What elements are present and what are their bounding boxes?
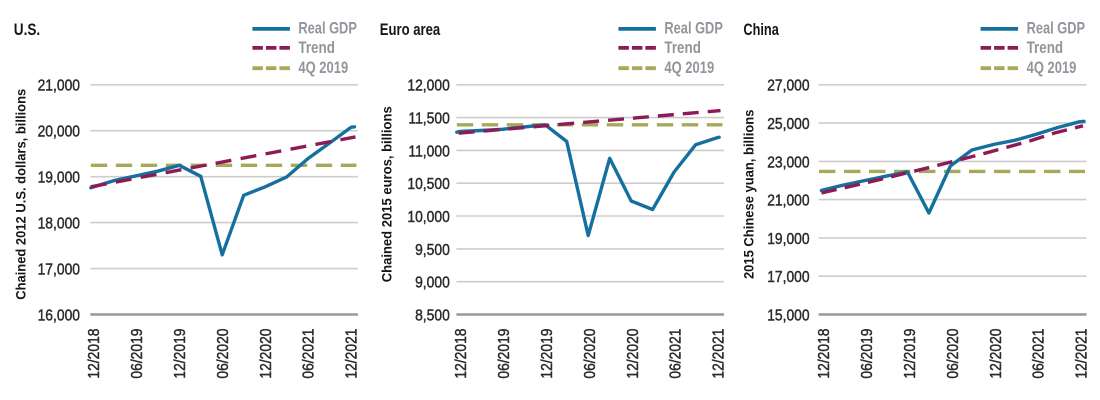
svg-text:12/2019: 12/2019: [172, 329, 189, 379]
svg-text:17,000: 17,000: [767, 269, 810, 286]
svg-text:11,500: 11,500: [408, 111, 450, 128]
svg-text:06/2020: 06/2020: [945, 328, 962, 378]
svg-text:12/2018: 12/2018: [816, 329, 833, 379]
svg-text:21,000: 21,000: [767, 193, 810, 210]
svg-text:11,000: 11,000: [408, 143, 450, 160]
svg-text:25,000: 25,000: [767, 116, 810, 133]
svg-text:06/2020: 06/2020: [215, 328, 232, 378]
svg-text:27,000: 27,000: [767, 78, 810, 95]
svg-text:12,000: 12,000: [407, 78, 450, 95]
svg-text:Trend: Trend: [1027, 38, 1064, 57]
svg-text:10,500: 10,500: [407, 176, 450, 193]
svg-text:9,000: 9,000: [415, 275, 450, 292]
svg-text:17,000: 17,000: [38, 262, 81, 279]
svg-text:8,500: 8,500: [415, 307, 450, 324]
svg-text:2015 Chinese yuan, billions: 2015 Chinese yuan, billions: [741, 109, 757, 279]
svg-text:12/2018: 12/2018: [86, 329, 103, 379]
svg-text:12/2020: 12/2020: [988, 328, 1005, 378]
svg-text:9,500: 9,500: [415, 242, 450, 259]
svg-text:12/2019: 12/2019: [539, 329, 556, 379]
svg-text:China: China: [743, 20, 779, 39]
svg-text:Real GDP: Real GDP: [298, 19, 357, 38]
svg-text:12/2018: 12/2018: [453, 329, 470, 379]
svg-text:10,000: 10,000: [407, 209, 450, 226]
svg-text:06/2021: 06/2021: [668, 329, 685, 379]
svg-text:06/2019: 06/2019: [859, 329, 876, 379]
svg-text:06/2021: 06/2021: [1031, 329, 1048, 379]
svg-text:Chained 2012 U.S. dollars, bil: Chained 2012 U.S. dollars, billions: [12, 89, 28, 300]
svg-text:4Q 2019: 4Q 2019: [1027, 58, 1077, 77]
svg-text:18,000: 18,000: [38, 216, 81, 233]
svg-text:Chained 2015 euros, billions: Chained 2015 euros, billions: [378, 106, 394, 282]
svg-text:12/2021: 12/2021: [1074, 329, 1091, 379]
svg-text:U.S.: U.S.: [14, 20, 40, 39]
svg-text:06/2021: 06/2021: [301, 329, 318, 379]
svg-text:4Q 2019: 4Q 2019: [664, 58, 714, 77]
svg-text:23,000: 23,000: [767, 154, 810, 171]
svg-text:Real GDP: Real GDP: [664, 19, 723, 38]
svg-text:06/2019: 06/2019: [496, 329, 513, 379]
svg-text:12/2020: 12/2020: [258, 328, 275, 378]
svg-text:20,000: 20,000: [38, 124, 81, 141]
svg-text:06/2020: 06/2020: [582, 328, 599, 378]
svg-text:Trend: Trend: [664, 38, 701, 57]
svg-text:12/2020: 12/2020: [625, 328, 642, 378]
svg-text:12/2021: 12/2021: [711, 329, 728, 379]
svg-text:4Q 2019: 4Q 2019: [298, 58, 348, 77]
svg-text:21,000: 21,000: [38, 78, 81, 95]
svg-text:16,000: 16,000: [38, 307, 81, 324]
svg-text:Real GDP: Real GDP: [1027, 19, 1086, 38]
svg-text:06/2019: 06/2019: [129, 329, 146, 379]
svg-text:Euro area: Euro area: [380, 20, 441, 39]
svg-text:19,000: 19,000: [767, 231, 810, 248]
svg-text:12/2019: 12/2019: [902, 329, 919, 379]
svg-text:Trend: Trend: [298, 38, 335, 57]
svg-text:19,000: 19,000: [38, 170, 81, 187]
svg-text:12/2021: 12/2021: [344, 329, 361, 379]
svg-text:15,000: 15,000: [767, 307, 810, 324]
